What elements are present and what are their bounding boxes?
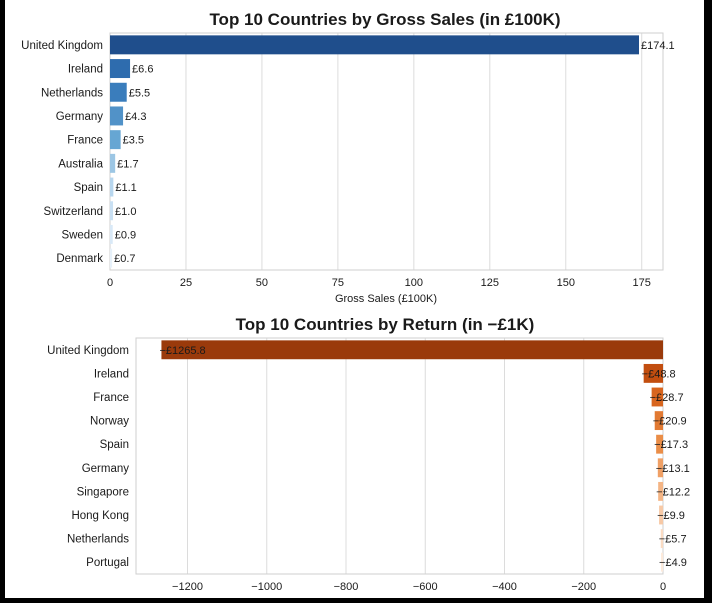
x-tick-label: 75 (332, 277, 344, 289)
bar (656, 434, 663, 454)
data-label: £0.7 (114, 253, 135, 265)
chart1-xlabel: Gross Sales (£100K) (335, 293, 437, 305)
chart2-title: Top 10 Countries by Return (in −£1K) (236, 315, 535, 334)
bar (110, 106, 124, 126)
data-label: −£20.9 (653, 416, 687, 428)
gross-sales-chart: Top 10 Countries by Gross Sales (in £100… (21, 10, 674, 305)
bar (110, 130, 121, 150)
bar (657, 458, 663, 478)
data-label: £1.7 (117, 158, 138, 170)
x-tick-label: 125 (481, 277, 499, 289)
category-label: Germany (82, 463, 130, 475)
x-tick-label: 0 (107, 277, 113, 289)
bar (110, 201, 114, 221)
category-label: Denmark (56, 253, 103, 265)
bar (651, 387, 663, 407)
bar (110, 177, 114, 197)
x-tick-label: 100 (405, 277, 423, 289)
x-tick-label: −600 (413, 581, 438, 593)
bar (654, 411, 663, 431)
category-label: Germany (56, 111, 104, 123)
category-label: Sweden (61, 229, 103, 241)
category-label: Switzerland (44, 206, 103, 218)
data-label: −£5.7 (659, 534, 687, 546)
data-label: £1.0 (115, 206, 136, 218)
category-label: Portugal (86, 557, 129, 569)
bar (110, 59, 131, 79)
category-label: Australia (58, 158, 103, 170)
data-label: £3.5 (123, 135, 144, 147)
data-label: £4.3 (125, 111, 146, 123)
bar (110, 224, 113, 244)
data-label: £0.9 (115, 229, 136, 241)
x-tick-label: 0 (660, 581, 666, 593)
chart1-title: Top 10 Countries by Gross Sales (in £100… (209, 10, 560, 29)
bar (110, 82, 127, 102)
data-label: −£1265.8 (159, 345, 205, 357)
category-label: Ireland (68, 64, 103, 76)
bar (110, 35, 639, 55)
category-label: Netherlands (67, 534, 129, 546)
data-label: −£48.8 (642, 368, 676, 380)
x-tick-label: −200 (571, 581, 596, 593)
data-label: −£4.9 (659, 557, 687, 569)
bar (161, 340, 663, 360)
x-tick-label: −800 (334, 581, 359, 593)
category-label: United Kingdom (21, 40, 103, 52)
category-label: Spain (100, 439, 129, 451)
charts-svg: Top 10 Countries by Gross Sales (in £100… (21, 10, 690, 593)
bar (659, 505, 663, 525)
data-label: −£28.7 (650, 392, 684, 404)
chart1-plot-frame (109, 32, 664, 271)
category-label: France (93, 392, 129, 404)
x-tick-label: −400 (492, 581, 517, 593)
data-label: £1.1 (115, 182, 136, 194)
category-label: Singapore (77, 486, 129, 498)
data-label: −£17.3 (654, 439, 688, 451)
returns-chart: Top 10 Countries by Return (in −£1K) −£1… (47, 315, 690, 593)
x-tick-label: 25 (180, 277, 192, 289)
bar (110, 248, 113, 268)
category-label: Norway (90, 416, 129, 428)
bar (643, 363, 663, 383)
data-label: £5.5 (129, 87, 150, 99)
bar (658, 481, 663, 501)
x-tick-label: 150 (557, 277, 575, 289)
category-label: Netherlands (41, 87, 103, 99)
x-tick-label: −1200 (172, 581, 203, 593)
data-label: −£9.9 (657, 510, 685, 522)
data-label: £6.6 (132, 64, 153, 76)
category-label: France (67, 135, 103, 147)
category-label: United Kingdom (47, 345, 129, 357)
data-label: −£12.2 (656, 486, 690, 498)
category-label: Spain (74, 182, 103, 194)
x-tick-label: 175 (633, 277, 651, 289)
data-label: −£13.1 (656, 463, 690, 475)
data-label: £174.1 (641, 40, 675, 52)
chart-canvas: Top 10 Countries by Gross Sales (in £100… (5, 0, 704, 598)
x-tick-label: 50 (256, 277, 268, 289)
bar (110, 153, 116, 173)
x-tick-label: −1000 (251, 581, 282, 593)
chart2-plot-frame (135, 337, 664, 575)
category-label: Ireland (94, 368, 129, 380)
bar (660, 529, 663, 549)
category-label: Hong Kong (71, 510, 129, 522)
bar (661, 552, 663, 572)
